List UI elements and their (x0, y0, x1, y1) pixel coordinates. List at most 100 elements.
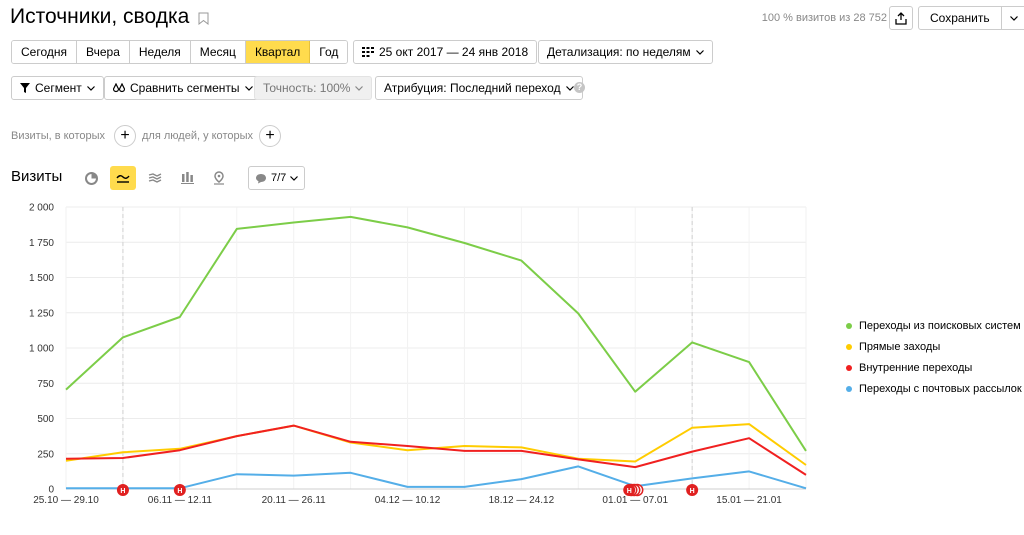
x-tick-label: 15.01 — 21.01 (716, 495, 782, 506)
segment-button[interactable]: Сегмент (11, 76, 104, 100)
annotation-marker (173, 484, 186, 496)
legend-label: Переходы из поисковых систем (859, 320, 1021, 332)
help-icon[interactable]: ? (574, 82, 585, 93)
x-tick-label: 18.12 — 24.12 (489, 495, 555, 506)
bar-chart-icon (180, 172, 194, 184)
segment-label: Сегмент (35, 81, 82, 95)
attribution-label: Атрибуция: Последний переход (384, 81, 561, 95)
legend-dot (846, 386, 852, 392)
legend-item[interactable]: Прямые заходы (846, 341, 1022, 353)
annotation-label: Н (690, 488, 695, 495)
plus-icon: + (265, 127, 275, 144)
legend-dot (846, 365, 852, 371)
pie-chart-icon (84, 171, 98, 185)
date-range-label: 25 окт 2017 — 24 янв 2018 (379, 45, 529, 59)
export-icon (895, 11, 907, 25)
plus-icon: + (120, 127, 130, 144)
bookmark-icon[interactable] (198, 12, 209, 25)
filter-icon (20, 83, 30, 93)
notes-count: 7/7 (271, 172, 287, 184)
notes-button[interactable]: 7/7 (248, 166, 306, 190)
line-chart-button[interactable] (110, 166, 136, 190)
accuracy-dropdown[interactable]: Точность: 100% (254, 76, 373, 100)
y-tick-label: 250 (37, 449, 54, 460)
y-tick-label: 1 250 (29, 308, 54, 319)
annotation-marker (686, 484, 699, 496)
period-today-button[interactable]: Сегодня (12, 41, 77, 63)
line-chart-icon (116, 175, 130, 183)
x-tick-label: 06.11 — 12.11 (148, 495, 213, 506)
legend-dot (846, 344, 852, 350)
x-tick-label: 04.12 — 10.12 (375, 495, 441, 506)
compare-segments-label: Сравнить сегменты (130, 81, 240, 95)
compare-segments-button[interactable]: Сравнить сегменты (104, 76, 262, 100)
map-icon (214, 171, 224, 185)
people-condition-label: для людей, у которых (142, 130, 253, 142)
period-month-button[interactable]: Месяц (190, 41, 246, 63)
x-tick-label: 20.11 — 26.11 (262, 495, 327, 506)
save-button[interactable]: Сохранить (919, 7, 1002, 29)
y-tick-label: 1 000 (29, 344, 54, 355)
annotation-label: Н (120, 488, 125, 495)
legend-dot (846, 323, 852, 329)
visits-summary: 100 % визитов из 28 752 (761, 12, 887, 24)
period-year-button[interactable]: Год (310, 41, 348, 63)
calendar-icon (362, 47, 374, 57)
legend-label: Прямые заходы (859, 341, 941, 353)
bar-chart-button[interactable] (174, 166, 200, 190)
chevron-down-icon (1009, 15, 1018, 21)
annotation-label: Н (177, 488, 182, 495)
period-week-button[interactable]: Неделя (129, 41, 191, 63)
visits-condition-label: Визиты, в которых (11, 130, 105, 142)
series-line (65, 215, 807, 452)
annotation-label: Н (627, 488, 632, 495)
y-tick-label: 2 000 (29, 203, 54, 214)
period-yesterday-button[interactable]: Вчера (77, 41, 130, 63)
accuracy-label: Точность: 100% (263, 81, 351, 95)
page-title: Источники, сводка (10, 5, 209, 29)
compare-icon (113, 83, 125, 93)
legend-item[interactable]: Внутренние переходы (846, 362, 1022, 374)
add-people-condition-button[interactable]: + (259, 125, 281, 147)
y-tick-label: 1 500 (29, 273, 54, 284)
attribution-dropdown[interactable]: Атрибуция: Последний переход (375, 76, 583, 100)
x-tick-label: 01.01 — 07.01 (602, 495, 668, 506)
chart-legend: Переходы из поисковых систем Прямые заход… (846, 320, 1022, 404)
chevron-down-icon (355, 85, 364, 91)
period-quarter-button[interactable]: Квартал (245, 41, 311, 63)
chevron-down-icon (86, 85, 95, 91)
visits-line-chart: 0 250 500 750 1 000 1 250 1 500 1 750 2 000 25.10… (29, 203, 807, 506)
series-line (66, 465, 807, 490)
period-selector: Сегодня Вчера Неделя Месяц Квартал Год (11, 40, 349, 64)
map-chart-button[interactable] (206, 166, 232, 190)
pie-chart-button[interactable] (78, 166, 104, 190)
legend-item[interactable]: Переходы из поисковых систем (846, 320, 1022, 332)
chevron-down-icon (695, 49, 704, 55)
comment-icon (256, 173, 266, 183)
add-visit-condition-button[interactable]: + (114, 125, 136, 147)
chevron-down-icon (290, 175, 299, 181)
series-line (65, 423, 807, 466)
series-line (65, 424, 807, 476)
annotation-marker (116, 484, 129, 496)
chevron-down-icon (565, 85, 574, 91)
y-tick-label: 500 (37, 414, 54, 425)
export-button[interactable] (889, 6, 913, 30)
save-group: Сохранить (918, 6, 1024, 30)
legend-label: Переходы с почтовых рассылок (859, 383, 1022, 395)
detail-label: Детализация: по неделям (547, 45, 691, 59)
y-tick-label: 0 (48, 485, 54, 496)
area-chart-button[interactable] (142, 166, 168, 190)
detail-dropdown[interactable]: Детализация: по неделям (538, 40, 713, 64)
save-dropdown-button[interactable] (1002, 7, 1024, 29)
y-tick-label: 1 750 (29, 238, 54, 249)
date-range-button[interactable]: 25 окт 2017 — 24 янв 2018 (353, 40, 538, 64)
annotation-marker (623, 484, 636, 496)
chart-title: Визиты (11, 168, 63, 185)
legend-item[interactable]: Переходы с почтовых рассылок (846, 383, 1022, 395)
chevron-down-icon (244, 85, 253, 91)
y-tick-label: 750 (37, 379, 54, 390)
page-title-text: Источники, сводка (10, 5, 190, 28)
area-chart-icon (148, 173, 162, 183)
x-tick-label: 25.10 — 29.10 (33, 495, 99, 506)
